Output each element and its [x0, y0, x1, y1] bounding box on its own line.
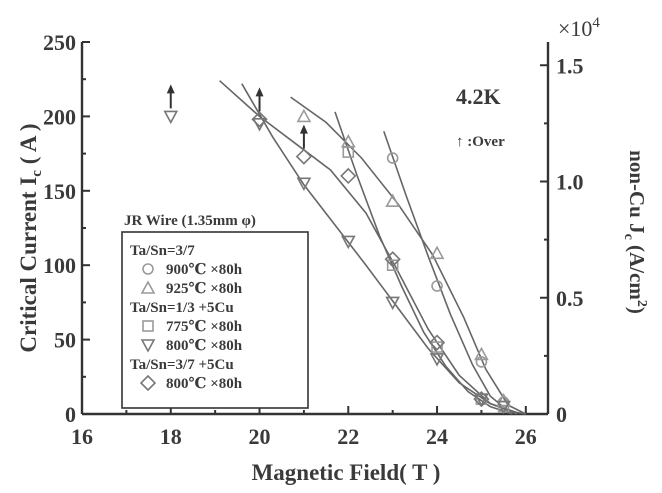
x-tick-label: 16 [71, 424, 93, 449]
x-tick-label: 20 [249, 424, 271, 449]
temperature-annotation: 4.2K [456, 84, 501, 109]
fit-curve-series-4 [219, 80, 518, 415]
legend-marker-series-2 [142, 320, 154, 332]
y-axis-title-right-unit: (A/cm [625, 240, 649, 301]
legend-entry-label: 800℃ ×80h [166, 376, 243, 392]
data-point-series-1 [474, 346, 489, 361]
x-tick-label: 22 [337, 424, 359, 449]
over-arrow-head [166, 84, 175, 94]
data-point-series-3 [385, 296, 401, 311]
legend-marker-series-1 [140, 280, 156, 294]
data-point-series-0 [431, 280, 443, 292]
legend-items: Ta/Sn=3/7 900℃ ×80h 925℃ ×80h Ta/Sn=1/3 +5C… [130, 243, 243, 392]
over-arrow-head [299, 124, 308, 134]
legend: JR Wire (1.35mm φ) Ta/Sn=3/7 900℃ ×80h 925… [121, 213, 309, 409]
y-tick-label: 150 [43, 179, 76, 204]
legend-marker-series-3 [140, 339, 156, 353]
data-point-series-3 [340, 235, 356, 250]
y-axis-title-left-main: Critical Current I [16, 177, 41, 353]
y-right-tick-label: 1.0 [556, 170, 584, 195]
data-point-series-2 [342, 146, 355, 158]
y-axis-title-right-main: non-Cu J [625, 150, 649, 233]
y-axis-title-left-sub: c [29, 170, 45, 177]
data-point-series-4 [295, 148, 313, 165]
y-tick-label: 0 [65, 402, 76, 427]
data-point-series-2 [386, 259, 399, 272]
x-tick-label: 24 [426, 424, 448, 449]
y-right-tick-label: 1.5 [556, 53, 584, 78]
y-axis-title-right-sup: 2 [634, 300, 649, 307]
data-point-series-3 [429, 353, 445, 367]
y-right-tick-label: 0.5 [556, 286, 584, 311]
data-point-series-3 [252, 118, 267, 132]
x-tick-label: 26 [515, 424, 537, 449]
data-point-series-3 [296, 177, 312, 192]
data-point-series-1 [429, 245, 445, 260]
y-tick-label: 100 [43, 253, 76, 278]
legend-title: JR Wire (1.35mm φ) [124, 213, 256, 229]
data-point-series-0 [475, 356, 488, 368]
right-axis-multiplier-base: ×10 [558, 16, 592, 41]
right-axis-multiplier: ×104 [558, 15, 600, 41]
data-point-series-0 [386, 152, 399, 164]
data-point-series-1 [496, 392, 511, 407]
data-point-series-4 [473, 390, 490, 408]
x-axis-title: Magnetic Field( T ) [252, 460, 441, 485]
legend-entry-label: 775℃ ×80h [166, 319, 243, 335]
y-tick-label: 200 [43, 104, 76, 129]
y-axis-title-right-sub: c [621, 234, 636, 240]
data-point-series-4 [251, 111, 268, 128]
y-tick-label: 50 [54, 328, 76, 353]
x-tick-label: 18 [160, 424, 182, 449]
legend-group-label: Ta/Sn=3/7 +5Cu [130, 357, 234, 373]
y-tick-label: 250 [43, 30, 76, 55]
data-point-series-3 [163, 110, 179, 125]
data-point-series-1 [296, 108, 312, 123]
data-point-series-4 [384, 251, 401, 268]
fit-curve-series-0 [383, 131, 526, 415]
data-point-series-3 [474, 393, 489, 407]
legend-group-label: Ta/Sn=3/7 [130, 243, 195, 259]
markers-layer [163, 84, 511, 415]
over-arrow-head [255, 87, 264, 97]
legend-entry-label: 800℃ ×80h [166, 338, 243, 354]
y-axis-title-left: Critical Current Ic ( A ) [16, 123, 45, 352]
legend-group-label: Ta/Sn=1/3 +5Cu [130, 300, 234, 316]
legend-box [121, 231, 309, 409]
data-point-series-2 [431, 341, 443, 353]
data-point-series-3 [496, 400, 511, 415]
data-point-series-4 [340, 167, 357, 185]
legend-marker-series-0 [142, 263, 154, 275]
legend-marker-series-4 [139, 374, 157, 392]
right-axis-multiplier-exp: 4 [592, 15, 600, 31]
data-point-series-4 [428, 334, 446, 351]
y-axis-title-right: non-Cu Jc (A/cm2) [621, 150, 649, 314]
y-right-tick-label: 0 [556, 402, 567, 427]
y-axis-title-left-unit: ( A ) [16, 123, 41, 170]
y-axis-title-right-close: ) [625, 307, 649, 314]
legend-entry-label: 900℃ ×80h [166, 262, 243, 278]
axes-layer: 16 18 20 22 24 26 0 50 100 150 200 250 0 0.5 1.0 1.5 [43, 30, 584, 449]
data-point-series-1 [385, 193, 401, 208]
over-annotation: ↑ :Over [456, 134, 505, 150]
legend-entry-label: 925℃ ×80h [166, 281, 243, 297]
